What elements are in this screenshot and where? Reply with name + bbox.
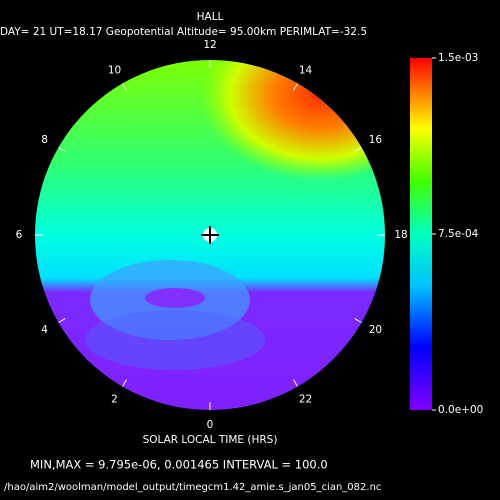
lt-tick (58, 318, 66, 323)
lt-tick-label: 6 (16, 229, 23, 241)
colorbar-tick-label: 0.0e+00 (438, 404, 483, 416)
lt-tick-label: 12 (203, 39, 216, 51)
file-path: /hao/aim2/woolman/model_output/timegcm1.… (4, 482, 381, 493)
lt-tick (354, 147, 362, 152)
lt-tick-label: 2 (111, 394, 118, 406)
colorbar-tick-label: 7.5e-04 (438, 228, 479, 240)
colorbar (410, 58, 432, 410)
chart-title: HALL (197, 11, 224, 23)
lt-tick-label: 10 (108, 64, 121, 76)
lt-tick (58, 147, 66, 152)
lt-tick-label: 14 (299, 64, 313, 76)
subtitle: DAY= 21 UT=18.17 Geopotential Altitude= … (0, 26, 367, 38)
lt-tick (354, 318, 362, 323)
lt-tick-label: 0 (207, 419, 214, 431)
lt-tick (293, 83, 298, 91)
lt-tick (122, 83, 127, 91)
x-axis-label: SOLAR LOCAL TIME (HRS) (143, 434, 278, 446)
lt-tick (122, 379, 127, 387)
lt-tick-label: 8 (41, 134, 48, 146)
lt-tick (293, 379, 298, 387)
footer: MIN,MAX = 9.795e-06, 0.001465 INTERVAL =… (30, 458, 328, 472)
lt-tick-label: 18 (394, 229, 407, 241)
lt-tick-label: 16 (369, 134, 383, 146)
colorbar-tick-label: 1.5e-03 (438, 52, 478, 64)
field (35, 60, 385, 410)
lt-tick-label: 22 (299, 394, 312, 406)
lt-tick-label: 20 (369, 324, 382, 336)
lt-tick-label: 4 (41, 324, 48, 336)
